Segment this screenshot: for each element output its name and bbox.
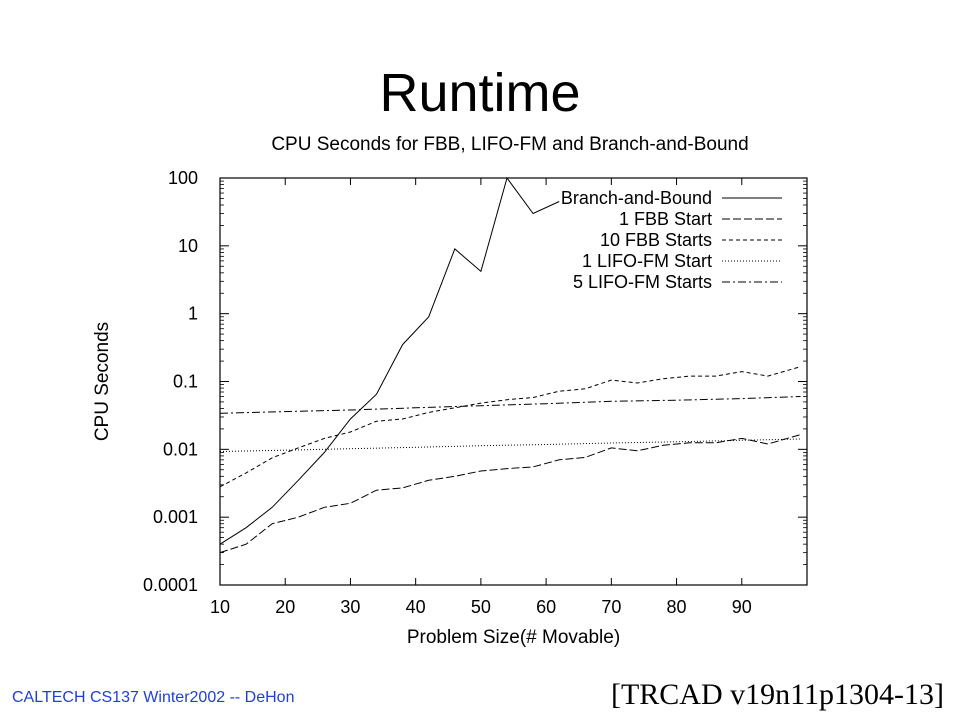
legend-label: 1 LIFO-FM Start: [582, 251, 712, 271]
y-tick-label: 10: [178, 236, 198, 256]
plot-frame: [219, 177, 808, 586]
series-line-1: [219, 434, 801, 554]
series-line-2: [219, 366, 801, 488]
legend-label: 1 FBB Start: [619, 209, 712, 229]
x-tick-label: 70: [601, 597, 621, 617]
footer-citation: [TRCAD v19n11p1304-13]: [610, 678, 944, 711]
series-line-0: [219, 176, 560, 545]
y-tick-label: 0.1: [173, 372, 198, 392]
x-tick-label: 60: [536, 597, 556, 617]
y-tick-label: 0.0001: [143, 575, 198, 595]
legend-label: Branch-and-Bound: [561, 188, 712, 208]
footer-credit: CALTECH CS137 Winter2002 -- DeHon: [12, 689, 295, 706]
x-tick-label: 80: [667, 597, 687, 617]
x-tick-label: 50: [471, 597, 491, 617]
series-line-3: [219, 438, 801, 452]
y-tick-label: 0.001: [153, 507, 198, 527]
y-axis-label: CPU Seconds: [92, 322, 113, 441]
x-tick-label: 20: [275, 597, 295, 617]
x-tick-label: 40: [406, 597, 426, 617]
chart-title: CPU Seconds for FBB, LIFO-FM and Branch-…: [271, 134, 749, 155]
x-tick-label: 30: [340, 597, 360, 617]
y-tick-label: 0.01: [163, 439, 198, 459]
legend-label: 5 LIFO-FM Starts: [573, 272, 712, 292]
series-line-4: [219, 396, 801, 414]
x-axis-label: Problem Size(# Movable): [407, 627, 620, 648]
x-tick-label: 10: [210, 597, 230, 617]
slide-title: Runtime: [379, 63, 581, 123]
legend-label: 10 FBB Starts: [600, 230, 712, 250]
y-tick-label: 1: [188, 304, 198, 324]
y-tick-label: 100: [168, 168, 198, 188]
x-tick-label: 90: [732, 597, 752, 617]
